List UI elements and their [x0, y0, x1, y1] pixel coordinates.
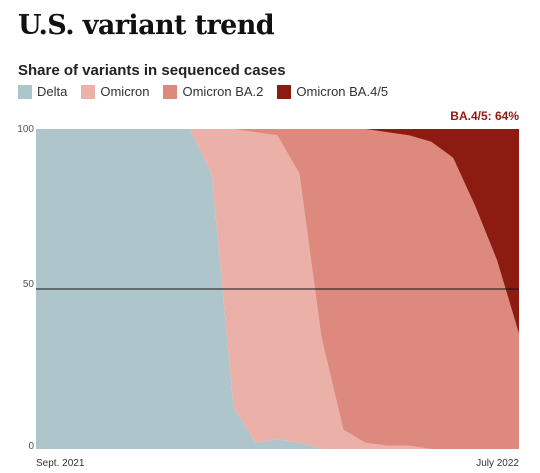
legend-label-delta: Delta — [37, 84, 68, 99]
legend-item-delta: Delta — [18, 84, 67, 99]
page-title: U.S. variant trend — [18, 10, 275, 41]
y-tick-label-50: 50 — [23, 279, 35, 290]
chart-subtitle: Share of variants in sequenced cases — [18, 62, 286, 79]
area-omicron-ba2 — [36, 129, 519, 449]
legend-swatch-omicron-ba2 — [163, 84, 178, 99]
legend-swatch-delta — [18, 84, 32, 99]
y-axis-ticks: 0 50 100 — [17, 124, 34, 452]
area-omicron-ba45 — [36, 129, 519, 334]
x-tick-label-end: July 2022 — [476, 458, 519, 469]
y-tick-label-100: 100 — [17, 124, 34, 135]
legend-label-omicron: Omicron — [100, 84, 150, 99]
x-axis-ticks: Sept. 2021 July 2022 — [36, 458, 519, 469]
legend-item-omicron-ba45: Omicron BA.4/5 — [277, 84, 388, 99]
legend: Delta Omicron Omicron BA.2 Omicron BA.4/… — [18, 84, 402, 99]
area-delta — [36, 129, 519, 449]
legend-item-omicron-ba2: Omicron BA.2 — [163, 84, 263, 99]
legend-swatch-omicron — [81, 84, 96, 99]
x-tick-label-start: Sept. 2021 — [36, 458, 85, 469]
y-tick-label-0: 0 — [28, 441, 34, 452]
legend-item-omicron: Omicron — [81, 84, 149, 99]
legend-swatch-omicron-ba45 — [277, 84, 292, 99]
legend-label-omicron-ba2: Omicron BA.2 — [182, 84, 264, 99]
legend-label-omicron-ba45: Omicron BA.4/5 — [296, 84, 389, 99]
ba45-share-annotation: BA.4/5: 64% — [450, 109, 519, 123]
